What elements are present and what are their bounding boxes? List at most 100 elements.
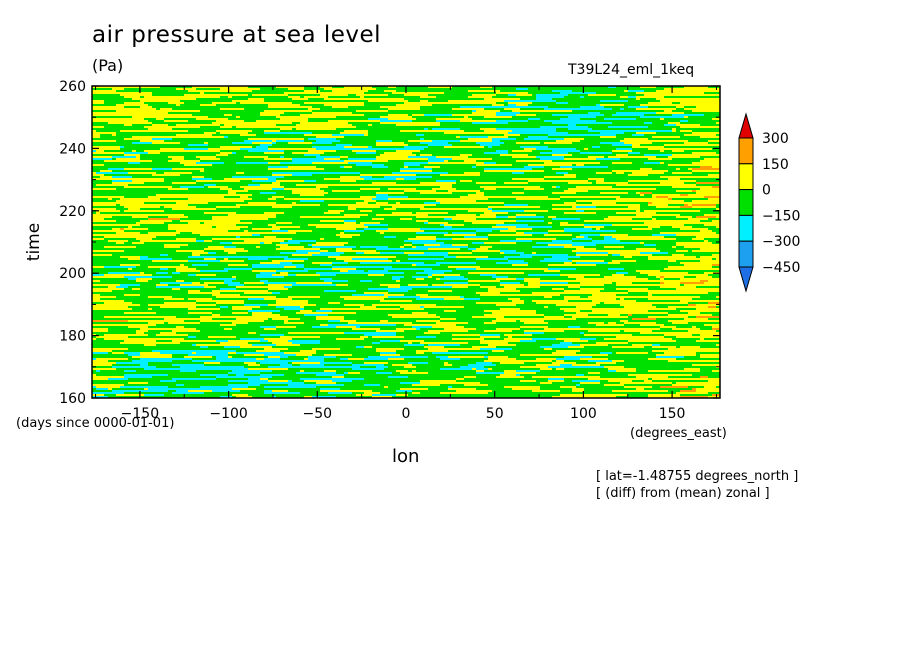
heatmap-cell	[652, 234, 677, 237]
heatmap-cell	[376, 306, 389, 309]
heatmap-cell	[652, 200, 685, 203]
heatmap-cell	[364, 304, 373, 307]
heatmap-cell	[704, 224, 709, 227]
heatmap-cell	[648, 214, 677, 217]
heatmap-cell	[232, 234, 253, 237]
heatmap-cell	[104, 340, 125, 343]
heatmap-cell	[456, 310, 485, 313]
heatmap-cell	[548, 222, 553, 225]
heatmap-cell	[132, 302, 165, 305]
heatmap-cell	[456, 214, 477, 217]
heatmap-cell	[576, 290, 601, 293]
heatmap-cell	[500, 292, 513, 295]
heatmap-field	[92, 86, 721, 399]
heatmap-cell	[288, 272, 317, 275]
heatmap-cell	[652, 294, 673, 297]
heatmap-cell	[312, 310, 317, 313]
heatmap-cell	[348, 122, 381, 125]
heatmap-cell	[632, 228, 645, 231]
heatmap-cell	[144, 298, 165, 301]
heatmap-cell	[208, 172, 237, 175]
heatmap-cell	[312, 222, 325, 225]
heatmap-cell	[464, 132, 477, 135]
heatmap-cell	[512, 176, 541, 179]
heatmap-cell	[696, 308, 721, 311]
heatmap-cell	[672, 114, 705, 117]
heatmap-cell	[684, 264, 713, 267]
heatmap-cell	[484, 156, 505, 159]
heatmap-cell	[92, 188, 117, 191]
heatmap-cell	[268, 356, 281, 359]
heatmap-cell	[576, 186, 601, 189]
heatmap-cell	[292, 338, 301, 341]
heatmap-cell	[172, 258, 185, 261]
heatmap-cell	[504, 316, 513, 319]
heatmap-cell	[644, 222, 649, 225]
heatmap-cell	[620, 244, 645, 247]
heatmap-cell	[548, 326, 569, 329]
heatmap-cell	[440, 186, 449, 189]
heatmap-cell	[192, 100, 201, 103]
heatmap-cell	[492, 206, 521, 209]
heatmap-cell	[628, 340, 653, 343]
heatmap-cell	[600, 172, 613, 175]
heatmap-cell	[644, 346, 653, 349]
heatmap-cell	[436, 286, 453, 289]
heatmap-cell	[528, 118, 541, 121]
heatmap-cell	[188, 266, 213, 269]
heatmap-cell	[524, 86, 529, 89]
heatmap-cell	[232, 364, 249, 367]
heatmap-cell	[192, 344, 197, 347]
heatmap-cell	[580, 134, 597, 137]
heatmap-cell	[92, 358, 97, 361]
heatmap-cell	[528, 274, 561, 277]
heatmap-cell	[516, 116, 525, 119]
heatmap-cell	[520, 324, 545, 327]
heatmap-cell	[292, 142, 309, 145]
heatmap-cell	[672, 290, 685, 293]
heatmap-cell	[580, 332, 585, 335]
heatmap-cell	[472, 110, 477, 113]
heatmap-cell	[404, 164, 421, 167]
heatmap-cell	[636, 216, 653, 219]
heatmap-cell	[616, 226, 649, 229]
heatmap-cell	[264, 170, 297, 173]
heatmap-cell	[268, 290, 297, 293]
heatmap-cell	[576, 278, 605, 281]
heatmap-cell	[264, 160, 293, 163]
heatmap-cell	[588, 88, 617, 91]
heatmap-cell	[524, 322, 549, 325]
heatmap-cell	[412, 334, 425, 337]
heatmap-cell	[236, 336, 269, 339]
heatmap-cell	[324, 306, 341, 309]
heatmap-cell	[460, 180, 473, 183]
heatmap-cell	[544, 166, 561, 169]
heatmap-cell	[240, 86, 249, 89]
heatmap-cell	[568, 112, 585, 115]
heatmap-cell	[304, 238, 321, 241]
heatmap-cell	[348, 106, 361, 109]
heatmap-cell	[400, 104, 409, 107]
heatmap-cell	[324, 358, 341, 361]
heatmap-cell	[248, 364, 261, 367]
heatmap-cell	[212, 240, 245, 243]
heatmap-cell	[684, 252, 689, 255]
heatmap-cell	[376, 202, 389, 205]
heatmap-cell	[592, 310, 617, 313]
heatmap-cell	[452, 152, 485, 155]
heatmap-cell	[376, 194, 389, 197]
heatmap-cell	[480, 266, 505, 269]
heatmap-cell	[344, 220, 357, 223]
heatmap-cell	[444, 194, 469, 197]
heatmap-cell	[696, 144, 721, 147]
heatmap-cell	[232, 322, 249, 325]
heatmap-cell	[668, 180, 673, 183]
heatmap-cell	[284, 346, 305, 349]
heatmap-cell	[468, 92, 497, 95]
heatmap-cell	[600, 142, 625, 145]
heatmap-cell	[188, 334, 221, 337]
heatmap-cell	[476, 270, 509, 273]
heatmap-cell	[688, 272, 705, 275]
heatmap-cell	[676, 148, 705, 151]
